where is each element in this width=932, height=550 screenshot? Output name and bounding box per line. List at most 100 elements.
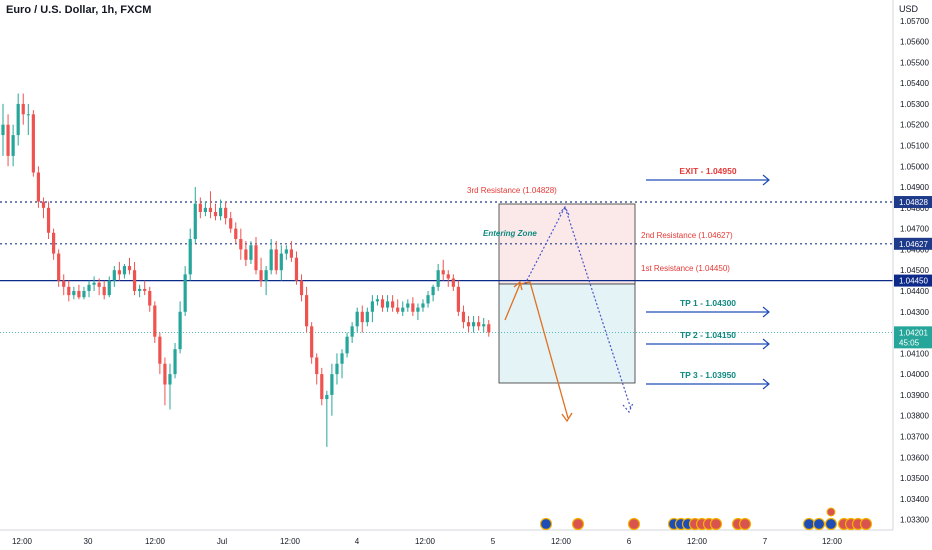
target-arrow-head bbox=[762, 306, 770, 318]
chart-title: Euro / U.S. Dollar, 1h, FXCM bbox=[6, 4, 152, 16]
x-tick-label: Jul bbox=[217, 537, 227, 546]
event-flag-icon[interactable] bbox=[539, 517, 553, 531]
candle-body bbox=[77, 290, 81, 298]
candle-body bbox=[198, 203, 202, 212]
event-flag-icon[interactable] bbox=[859, 517, 873, 531]
y-tick-label: 1.03400 bbox=[900, 495, 929, 504]
event-flag-icon[interactable] bbox=[812, 517, 826, 531]
price-tag bbox=[894, 274, 932, 287]
y-tick-label: 1.05300 bbox=[900, 100, 929, 109]
candle-body bbox=[380, 299, 385, 308]
candle-body bbox=[401, 307, 405, 312]
candle-body bbox=[107, 280, 111, 296]
candle-body bbox=[487, 324, 491, 333]
candle-body bbox=[102, 286, 106, 296]
candle-body bbox=[269, 249, 273, 271]
candle-body bbox=[244, 249, 248, 260]
candle-body bbox=[31, 114, 35, 173]
candle-body bbox=[431, 286, 435, 296]
x-tick-label: 12:00 bbox=[551, 537, 572, 546]
candle-body bbox=[112, 270, 116, 281]
candle-body bbox=[375, 299, 380, 302]
y-tick-label: 1.03600 bbox=[900, 453, 929, 462]
event-flag-icon[interactable] bbox=[802, 517, 816, 531]
candle-body bbox=[1, 124, 5, 136]
candle-body bbox=[127, 266, 132, 271]
third-resistance-label: 3rd Resistance (1.04828) bbox=[467, 186, 557, 195]
candle-body bbox=[239, 239, 243, 250]
candle-body bbox=[411, 303, 415, 312]
target-label: TP 1 - 1.04300 bbox=[680, 298, 736, 308]
x-tick-label: 12:00 bbox=[12, 537, 33, 546]
candle-body bbox=[396, 307, 400, 312]
event-flag-icon[interactable] bbox=[824, 517, 838, 531]
candle-body bbox=[6, 124, 10, 156]
candle-body bbox=[335, 363, 339, 375]
last-price-tag bbox=[894, 326, 932, 349]
target-arrow-head bbox=[762, 174, 770, 186]
y-tick-label: 1.03800 bbox=[900, 412, 929, 421]
candle-body bbox=[365, 311, 369, 323]
target-zone bbox=[498, 283, 636, 384]
event-flag-icon[interactable] bbox=[709, 517, 723, 531]
bearish-path-head bbox=[561, 412, 573, 423]
candle-body bbox=[416, 307, 420, 312]
y-tick-label: 1.04600 bbox=[900, 245, 929, 254]
dotted-arrow-head-down bbox=[622, 402, 634, 414]
y-tick-label: 1.05400 bbox=[900, 79, 929, 88]
y-tick-label: 1.04100 bbox=[900, 349, 929, 358]
y-tick-label: 1.05200 bbox=[900, 121, 929, 130]
candle-body bbox=[188, 239, 192, 275]
y-tick-label: 1.04700 bbox=[900, 225, 929, 234]
second-resistance-label: 2nd Resistance (1.04627) bbox=[641, 231, 733, 240]
event-flag-icon[interactable] bbox=[627, 517, 641, 531]
candle-body bbox=[355, 311, 359, 327]
price-tag bbox=[894, 196, 932, 209]
y-tick-label: 1.03700 bbox=[900, 432, 929, 441]
currency-label: USD bbox=[899, 4, 919, 14]
candle-body bbox=[350, 326, 354, 337]
entry-arrow-head bbox=[513, 280, 523, 291]
candle-body bbox=[406, 303, 410, 308]
entering-zone-label: Entering Zone bbox=[483, 229, 537, 238]
candle-body bbox=[456, 286, 460, 312]
y-tick-label: 1.03300 bbox=[900, 516, 929, 525]
candle-body bbox=[82, 290, 86, 298]
candle-body bbox=[477, 322, 481, 327]
candle-body bbox=[466, 322, 471, 327]
candle-body bbox=[284, 249, 288, 254]
y-tick-label: 1.05700 bbox=[900, 17, 929, 26]
event-flag-icon[interactable] bbox=[571, 517, 585, 531]
candle-body bbox=[11, 135, 15, 156]
candle-body bbox=[249, 245, 253, 260]
price-tag-label: 1.04627 bbox=[899, 240, 928, 249]
candle-body bbox=[117, 270, 121, 275]
y-tick-label: 1.05100 bbox=[900, 141, 929, 150]
candle-body bbox=[224, 207, 228, 219]
candle-body bbox=[208, 207, 213, 212]
x-tick-label: 4 bbox=[355, 537, 360, 546]
y-tick-label: 1.04300 bbox=[900, 308, 929, 317]
economic-events bbox=[539, 507, 873, 531]
price-tag-label: 1.04450 bbox=[899, 277, 928, 286]
candle-body bbox=[52, 232, 56, 254]
candle-body bbox=[41, 201, 46, 208]
event-flag-icon[interactable] bbox=[826, 507, 836, 517]
candle-body bbox=[289, 249, 294, 258]
event-flag-icon[interactable] bbox=[738, 517, 752, 531]
y-tick-label: 1.05500 bbox=[900, 58, 929, 67]
candle-body bbox=[436, 270, 440, 287]
candle-body bbox=[183, 274, 187, 312]
candle-body bbox=[370, 301, 374, 312]
candle-body bbox=[305, 295, 309, 327]
y-tick-label: 1.04000 bbox=[900, 370, 929, 379]
candle-body bbox=[16, 103, 20, 136]
candle-body bbox=[97, 282, 101, 287]
x-tick-label: 12:00 bbox=[280, 537, 301, 546]
candle-body bbox=[274, 249, 278, 271]
candle-body bbox=[168, 374, 172, 385]
last-price-label: 1.04201 bbox=[899, 328, 928, 337]
candle-body bbox=[132, 270, 137, 291]
candle-body bbox=[21, 103, 25, 115]
